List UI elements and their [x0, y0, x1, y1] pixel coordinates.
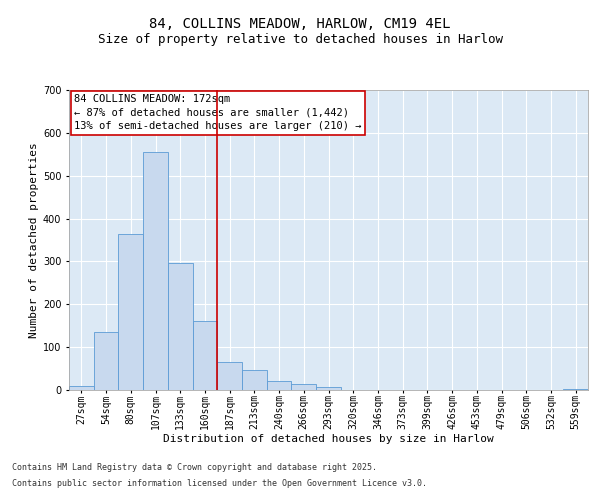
Text: 84 COLLINS MEADOW: 172sqm
← 87% of detached houses are smaller (1,442)
13% of se: 84 COLLINS MEADOW: 172sqm ← 87% of detac…	[74, 94, 362, 131]
Bar	[168, 262, 193, 390]
Bar	[563, 388, 588, 390]
Bar	[242, 370, 267, 390]
X-axis label: Distribution of detached houses by size in Harlow: Distribution of detached houses by size …	[163, 434, 494, 444]
Bar	[118, 234, 143, 390]
Bar	[143, 152, 168, 390]
Bar	[193, 322, 217, 390]
Text: 84, COLLINS MEADOW, HARLOW, CM19 4EL: 84, COLLINS MEADOW, HARLOW, CM19 4EL	[149, 18, 451, 32]
Y-axis label: Number of detached properties: Number of detached properties	[29, 142, 38, 338]
Bar	[292, 384, 316, 390]
Text: Size of property relative to detached houses in Harlow: Size of property relative to detached ho…	[97, 32, 503, 46]
Text: Contains public sector information licensed under the Open Government Licence v3: Contains public sector information licen…	[12, 478, 427, 488]
Text: Contains HM Land Registry data © Crown copyright and database right 2025.: Contains HM Land Registry data © Crown c…	[12, 464, 377, 472]
Bar	[316, 387, 341, 390]
Bar	[217, 362, 242, 390]
Bar	[267, 380, 292, 390]
Bar	[69, 386, 94, 390]
Bar	[94, 332, 118, 390]
